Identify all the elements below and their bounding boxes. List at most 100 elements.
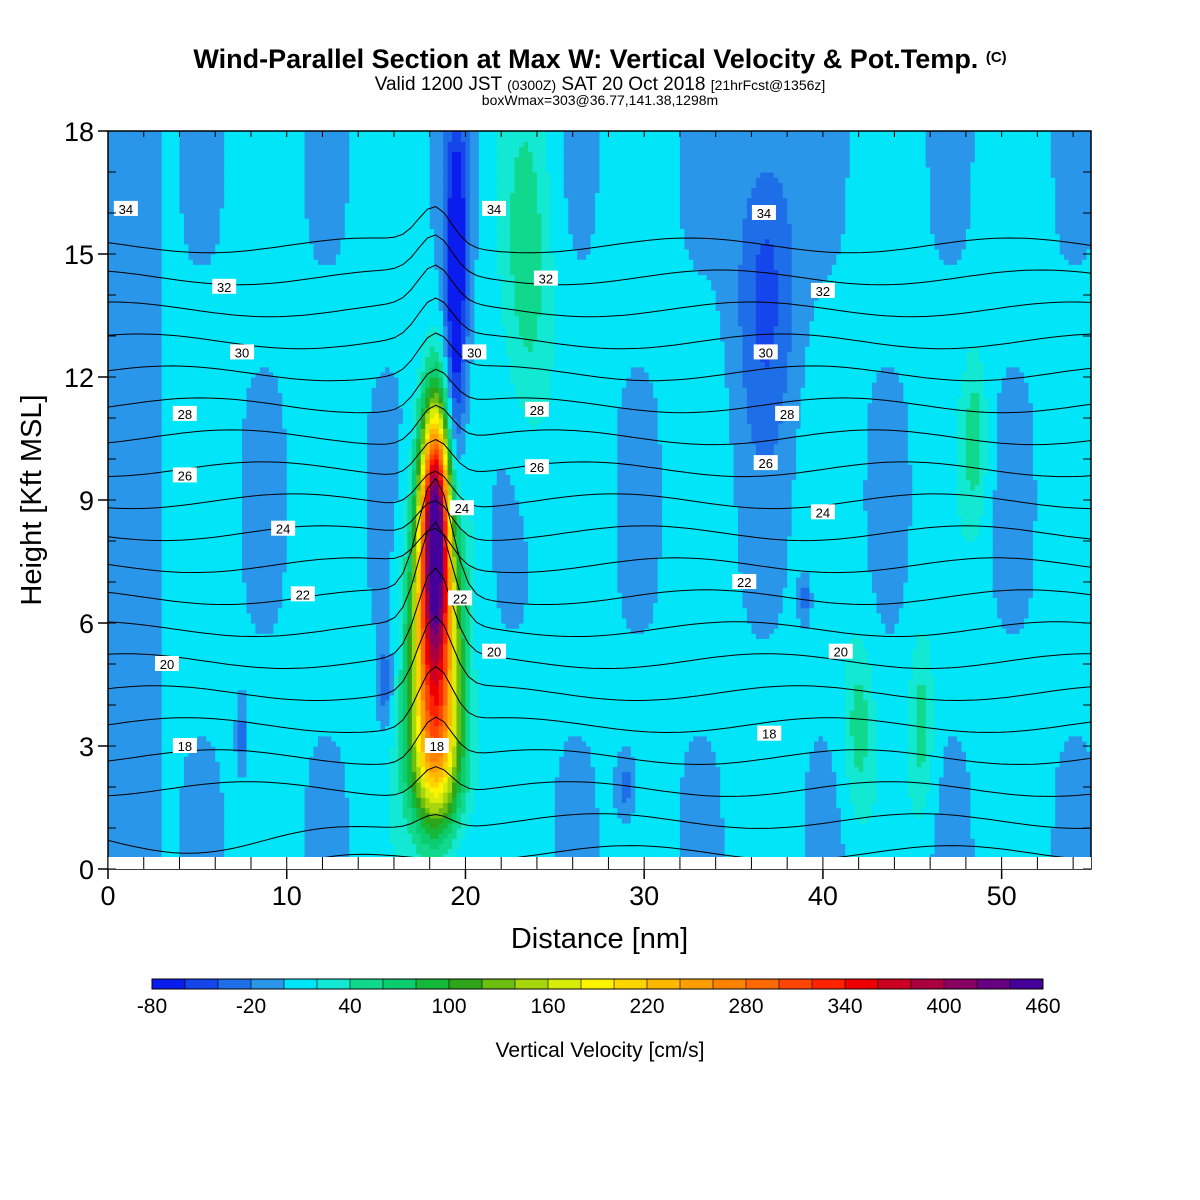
velocity-cell	[528, 418, 543, 424]
velocity-cell	[505, 325, 520, 332]
velocity-cell	[465, 141, 471, 147]
velocity-cell	[679, 802, 721, 809]
velocity-cell	[456, 551, 462, 557]
velocity-cell	[867, 653, 913, 660]
velocity-cell	[599, 166, 681, 173]
velocity-cell	[469, 725, 480, 732]
velocity-cell	[282, 392, 373, 399]
velocity-cell	[872, 387, 904, 393]
velocity-cell	[921, 812, 936, 819]
velocity-cell	[161, 797, 181, 803]
velocity-cell	[679, 207, 748, 214]
velocity-cell	[349, 156, 431, 163]
velocity-cell	[778, 300, 793, 306]
velocity-cell	[452, 828, 458, 834]
velocity-cell	[738, 279, 757, 286]
velocity-cell	[465, 556, 475, 563]
velocity-cell	[460, 161, 467, 168]
velocity-cell	[398, 474, 408, 481]
velocity-cell	[617, 418, 659, 424]
velocity-cell	[478, 192, 498, 199]
velocity-cell	[876, 710, 909, 716]
velocity-cell	[304, 807, 350, 814]
velocity-cell	[930, 771, 945, 778]
velocity-cell	[268, 366, 386, 373]
velocity-cell	[956, 500, 985, 506]
velocity-cell	[313, 746, 341, 752]
velocity-cell	[389, 751, 400, 757]
velocity-cell	[456, 479, 462, 486]
velocity-cell	[161, 623, 257, 629]
velocity-cell	[1055, 776, 1091, 783]
velocity-cell	[912, 489, 958, 496]
theta-label-text: 22	[737, 575, 751, 590]
velocity-cell	[1050, 166, 1091, 173]
velocity-cell	[456, 561, 462, 568]
velocity-cell	[161, 638, 377, 645]
velocity-cell	[563, 131, 601, 137]
velocity-cell	[429, 177, 444, 183]
velocity-cell	[612, 776, 623, 783]
velocity-cell	[411, 638, 417, 645]
velocity-cell	[309, 218, 346, 224]
velocity-cell	[800, 571, 811, 578]
velocity-cell	[420, 735, 426, 742]
velocity-cell	[398, 664, 404, 670]
velocity-cell	[420, 612, 426, 619]
velocity-cell	[657, 397, 730, 404]
velocity-cell	[545, 412, 618, 419]
velocity-cell	[420, 423, 426, 429]
velocity-cell	[349, 838, 391, 844]
velocity-cell	[420, 361, 426, 368]
velocity-cell	[630, 751, 685, 757]
velocity-cell	[452, 161, 462, 168]
velocity-cell	[505, 336, 525, 342]
velocity-cell	[420, 341, 444, 347]
velocity-cell	[425, 756, 431, 762]
velocity-cell	[447, 679, 453, 686]
velocity-cell	[282, 397, 373, 404]
velocity-cell	[907, 407, 958, 414]
velocity-cell	[393, 848, 417, 855]
velocity-cell	[809, 751, 833, 757]
velocity-cell	[452, 561, 458, 568]
velocity-cell	[970, 787, 1056, 793]
velocity-cell	[237, 735, 248, 742]
velocity-cell	[416, 689, 422, 696]
velocity-cell	[108, 412, 163, 419]
velocity-cell	[447, 546, 453, 552]
velocity-cell	[161, 843, 181, 850]
velocity-cell	[867, 407, 909, 414]
velocity-cell	[970, 207, 1056, 214]
velocity-cell	[916, 705, 927, 711]
velocity-cell	[755, 330, 775, 337]
velocity-cell	[161, 597, 248, 604]
theta-label-box	[751, 205, 776, 220]
velocity-cell	[939, 781, 971, 788]
velocity-cell	[108, 371, 163, 378]
velocity-cell	[997, 469, 1034, 475]
velocity-cell	[161, 628, 257, 634]
velocity-cell	[1023, 623, 1091, 629]
velocity-cell	[474, 648, 851, 655]
velocity-cell	[429, 505, 440, 511]
velocity-cell	[796, 612, 811, 619]
velocity-cell	[474, 582, 498, 588]
velocity-cell	[782, 187, 846, 194]
velocity-cell	[465, 443, 618, 450]
velocity-cell	[997, 459, 1034, 465]
velocity-cell	[595, 776, 614, 783]
velocity-cell	[452, 699, 458, 706]
velocity-cell	[416, 515, 422, 522]
velocity-cell	[778, 289, 793, 296]
velocity-cell	[108, 177, 163, 183]
velocity-cell	[599, 136, 681, 142]
velocity-cell	[371, 602, 391, 609]
velocity-cell	[1055, 787, 1091, 793]
velocity-cell	[469, 402, 520, 409]
velocity-cell	[599, 812, 618, 819]
velocity-cell	[416, 392, 422, 399]
velocity-cell	[720, 320, 739, 327]
velocity-cell	[791, 489, 864, 496]
velocity-cell	[108, 392, 163, 399]
